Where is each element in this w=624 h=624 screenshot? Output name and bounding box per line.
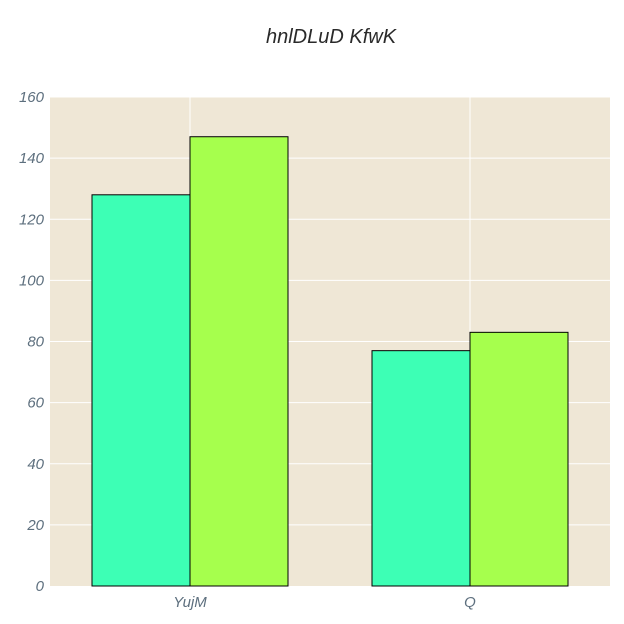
y-tick-label: 80 (27, 334, 44, 351)
y-axis-ticks: 0 20 40 60 80 100 120 140 160 (19, 89, 45, 595)
bars (91, 136, 569, 587)
x-tick-label: Q (464, 594, 476, 611)
y-tick-label: 100 (19, 272, 45, 289)
y-tick-label: 120 (19, 211, 45, 228)
y-tick-label: 160 (19, 89, 45, 106)
y-tick-label: 60 (27, 395, 44, 412)
chart-title: hnlDLuD KfwK (266, 26, 398, 48)
y-tick-label: 0 (36, 578, 45, 595)
y-tick-label: 40 (27, 456, 44, 473)
bar-YujM-series-1 (91, 194, 191, 587)
y-tick-label: 20 (26, 517, 44, 534)
bar-YujM-series-2 (189, 136, 289, 587)
y-tick-label: 140 (19, 150, 45, 167)
x-tick-label: YujM (173, 594, 207, 611)
bar-Q-series-2 (469, 331, 569, 587)
bar-Q-series-1 (371, 350, 471, 587)
x-axis-ticks: YujM Q (173, 594, 476, 611)
